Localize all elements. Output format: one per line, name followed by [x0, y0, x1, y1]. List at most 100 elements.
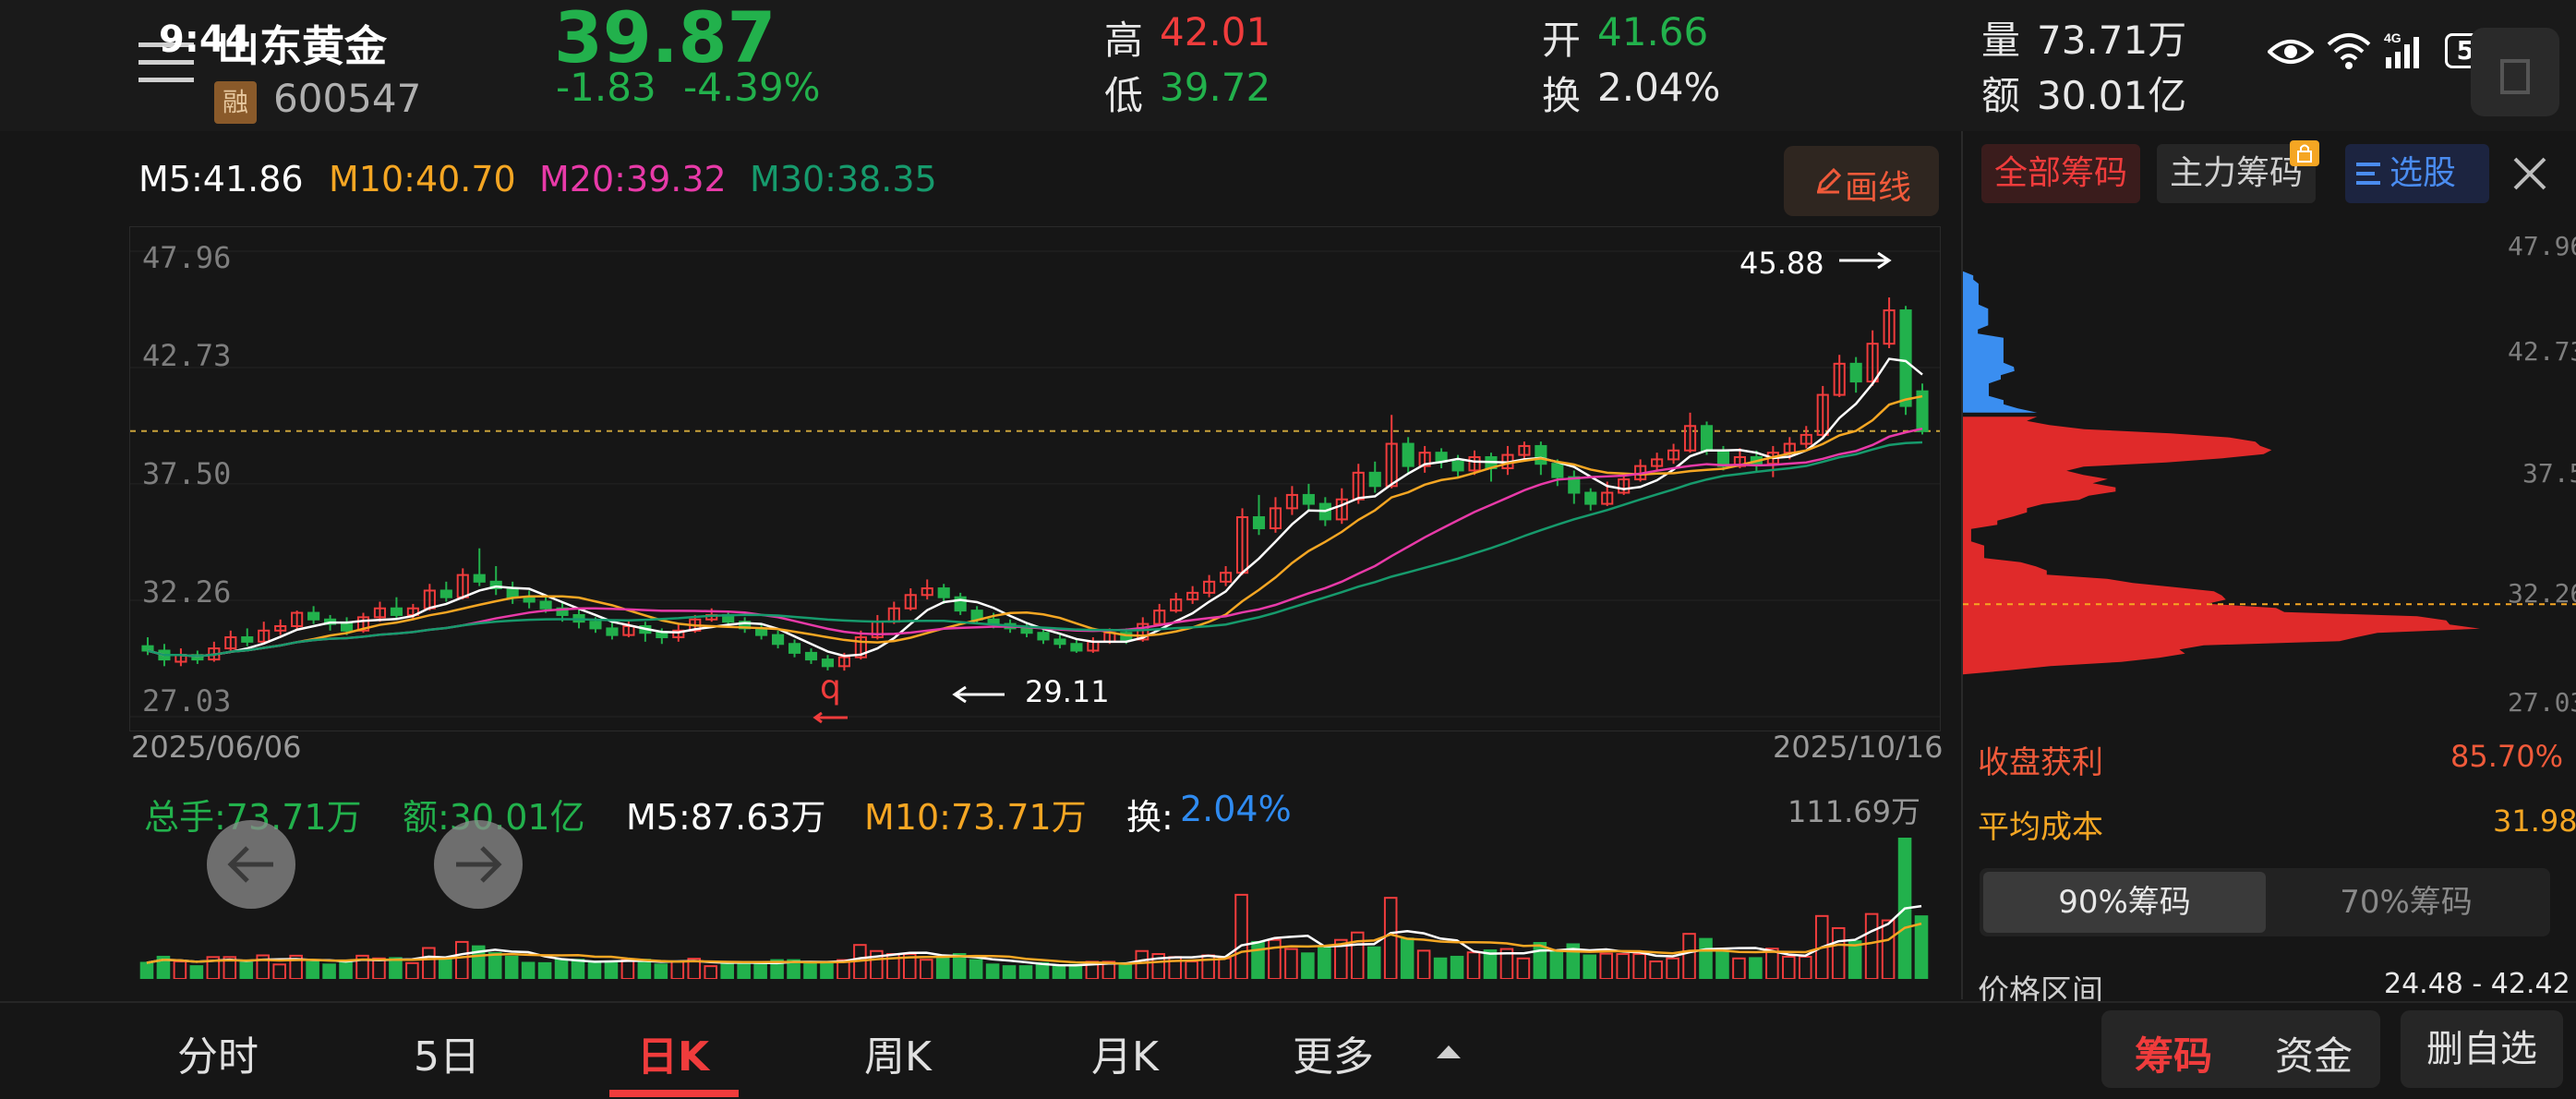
volume-bar	[1699, 937, 1713, 981]
chips-distribution-chart	[1963, 225, 2576, 720]
wifi-icon	[2327, 33, 2371, 69]
candle-body	[258, 629, 271, 643]
candle-body	[523, 596, 536, 603]
tab-all-chips[interactable]: 全部筹码	[1981, 144, 2141, 203]
low-value: 39.72	[1160, 65, 1271, 110]
volume-bar	[571, 959, 585, 980]
volume-bar	[504, 955, 519, 980]
volume-bar	[1632, 953, 1646, 981]
volume-bar	[969, 959, 983, 980]
candle-body	[1368, 471, 1381, 488]
volume-bar	[753, 961, 767, 980]
volume-bar	[1864, 912, 1879, 980]
candle-body	[788, 643, 801, 654]
menu-icon[interactable]	[138, 39, 194, 83]
volume-chart[interactable]	[129, 831, 1939, 981]
candle-body	[1518, 444, 1531, 456]
arrow-left-icon	[227, 846, 273, 883]
volume-bar	[339, 960, 353, 980]
volume-bar	[1732, 957, 1746, 980]
high-label: 高	[1104, 18, 1144, 63]
high-marker-label: 45.88	[1739, 246, 1824, 281]
filter-list-icon	[2356, 163, 2380, 185]
scroll-left-button[interactable]	[207, 820, 295, 909]
candle-body	[1269, 507, 1282, 530]
open-value: 41.66	[1597, 9, 1709, 54]
candle-body	[356, 616, 370, 632]
pencil-icon	[1816, 168, 1841, 194]
candle-body	[274, 624, 287, 632]
tab-daily-k[interactable]: 日K	[637, 1033, 710, 1081]
candle-body	[837, 656, 850, 668]
candle-body	[1020, 627, 1033, 634]
candle-body	[1335, 498, 1348, 521]
candle-body	[1716, 449, 1730, 467]
volume-bar	[1782, 955, 1796, 980]
tab-intraday[interactable]: 分时	[177, 1033, 259, 1081]
q-marker-arrow-icon	[813, 711, 848, 724]
candle-body	[340, 622, 354, 632]
turnover-value: 2.04%	[1597, 65, 1721, 110]
share-icon[interactable]	[2471, 28, 2559, 116]
volume-bar	[422, 947, 436, 980]
candle-body	[1800, 433, 1812, 445]
segment-70-button[interactable]: 70%筹码	[2340, 884, 2473, 921]
candle-body	[1252, 516, 1266, 530]
candle-body	[1568, 476, 1581, 494]
candle-body	[1667, 449, 1680, 461]
close-icon[interactable]	[2511, 155, 2548, 192]
volume-m10: M10:73.71万	[864, 797, 1087, 838]
candle-body	[1601, 491, 1614, 505]
volume-bar	[1516, 957, 1531, 980]
volume-bar	[272, 963, 286, 981]
kline-chart[interactable]	[129, 226, 1941, 731]
scroll-right-button[interactable]	[434, 820, 523, 909]
candle-body	[904, 594, 917, 610]
amount-value: 30.01亿	[2037, 73, 2187, 118]
candle-body	[1584, 491, 1597, 505]
candle-body	[506, 587, 519, 598]
low-label: 低	[1104, 73, 1144, 118]
funds-action-button[interactable]: 资金	[2275, 1033, 2353, 1079]
candle-body	[1651, 458, 1664, 467]
caret-up-icon[interactable]	[1435, 1042, 1463, 1060]
chips-tick-5: 27.03	[2508, 687, 2576, 718]
candle-body	[1302, 493, 1315, 505]
volume-bar	[737, 961, 751, 980]
price-change: -1.83	[556, 65, 656, 110]
tab-monthly-k[interactable]: 月K	[1091, 1033, 1159, 1081]
chips-tick-1: 47.96	[2508, 231, 2576, 261]
volume-bar	[1350, 931, 1365, 981]
price-tick-1: 47.96	[142, 240, 232, 275]
tab-more[interactable]: 更多	[1293, 1033, 1374, 1081]
end-date: 2025/10/16	[1773, 730, 1944, 765]
candle-body	[937, 587, 950, 598]
volume-bar	[521, 961, 536, 981]
candle-body	[672, 629, 685, 639]
tab-main-chips[interactable]: 主力筹码	[2157, 144, 2317, 203]
volume-bar	[803, 961, 817, 980]
avg-cost-label: 平均成本	[1978, 809, 2103, 846]
candle-body	[373, 607, 387, 619]
segment-90-button[interactable]: 90%筹码	[1983, 872, 2266, 933]
candle-body	[1137, 622, 1150, 641]
high-value: 42.01	[1160, 9, 1271, 54]
volume-max: 111.69万	[1788, 794, 1920, 829]
chips-tick-2: 42.73	[2508, 336, 2576, 367]
tab-weekly-k[interactable]: 周K	[864, 1033, 932, 1081]
candle-body	[804, 651, 818, 661]
volume-bar	[1549, 949, 1564, 981]
high-marker-arrow-icon	[1839, 251, 1892, 270]
remove-watchlist-button[interactable]: 删自选	[2401, 1010, 2563, 1088]
volume-bar	[1284, 948, 1298, 980]
price-tick-3: 37.50	[142, 456, 232, 491]
svg-text:4G: 4G	[2384, 30, 2401, 45]
volume-bar	[1383, 897, 1398, 980]
draw-line-button[interactable]: 画线	[1784, 146, 1939, 216]
tab-select-stock[interactable]: 选股	[2345, 144, 2489, 203]
candle-body	[539, 600, 552, 610]
status-time: 9:44	[159, 18, 251, 61]
chips-action-button[interactable]: 筹码	[2135, 1033, 2213, 1079]
candle-body	[1070, 643, 1083, 652]
tab-5day[interactable]: 5日	[414, 1033, 480, 1081]
